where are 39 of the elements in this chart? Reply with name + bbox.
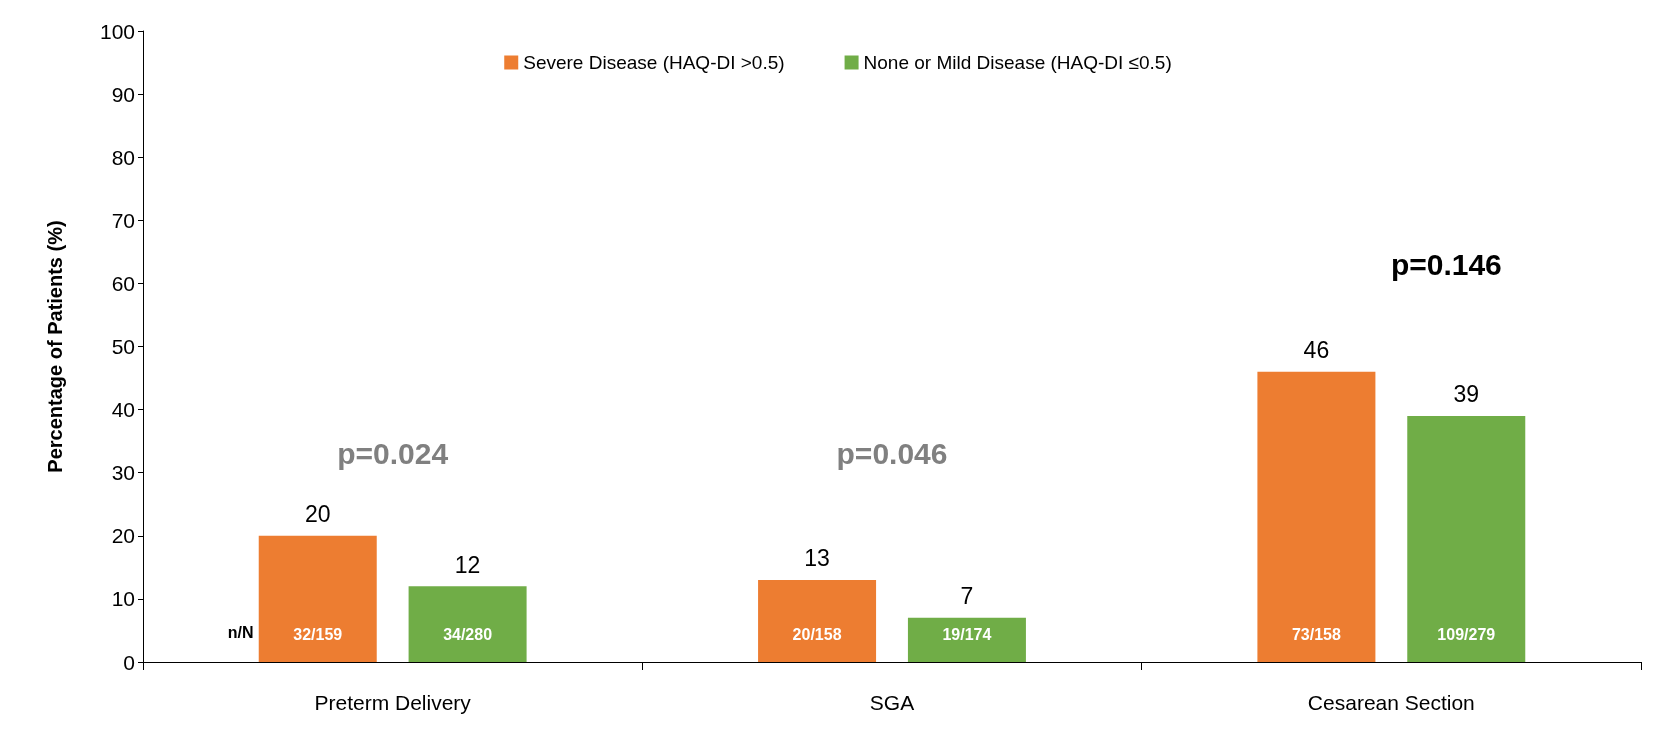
- data-label: 20: [304, 501, 331, 528]
- data-label: 13: [804, 545, 830, 572]
- y-tick-label: 30: [111, 461, 135, 485]
- y-tick-label: 20: [111, 524, 135, 548]
- legend-label: None or Mild Disease (HAQ-DI ≤0.5): [863, 52, 1172, 73]
- y-tick-label: 80: [111, 145, 135, 169]
- annotation: 19/174: [942, 625, 992, 643]
- y-tick-label: 10: [111, 587, 135, 611]
- legend-label: Severe Disease (HAQ-DI >0.5): [523, 52, 785, 73]
- annotation: p=0.046: [836, 437, 948, 471]
- y-tick-label: 90: [111, 82, 135, 106]
- x-tick-label: Cesarean Section: [1307, 691, 1475, 714]
- bar: [258, 535, 377, 662]
- x-tick-label: SGA: [869, 691, 915, 714]
- annotation: n/N: [227, 623, 254, 641]
- bar: [1257, 371, 1376, 662]
- data-label: 46: [1303, 337, 1330, 364]
- annotation: 109/279: [1437, 625, 1496, 643]
- y-tick-label: 60: [111, 271, 135, 295]
- y-tick-label: 100: [99, 19, 135, 43]
- y-tick-label: 0: [123, 650, 135, 674]
- annotation: 73/158: [1291, 625, 1341, 643]
- data-label: 39: [1453, 381, 1480, 408]
- y-tick-label: 70: [111, 208, 135, 232]
- data-label: 7: [960, 583, 974, 610]
- annotation: p=0.024: [337, 437, 449, 471]
- annotation: p=0.146: [1390, 247, 1502, 281]
- y-tick-label: 40: [111, 398, 135, 422]
- annotation: 32/159: [293, 625, 343, 643]
- bar: [758, 579, 877, 662]
- bar: [408, 586, 527, 662]
- bar: [1407, 415, 1526, 662]
- annotation: 20/158: [792, 625, 842, 643]
- y-tick-label: 50: [111, 335, 135, 358]
- x-tick-label: Preterm Delivery: [314, 691, 472, 714]
- y-axis-title: Percentage of Patients (%): [44, 220, 66, 473]
- data-label: 12: [454, 551, 481, 578]
- annotation: 34/280: [443, 625, 493, 643]
- bar: [907, 617, 1026, 662]
